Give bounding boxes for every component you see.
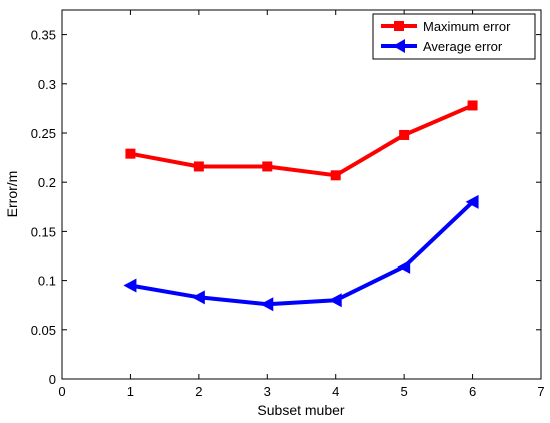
y-tick-label: 0.05 xyxy=(31,323,56,338)
x-tick-label: 1 xyxy=(127,384,134,399)
data-point-average-error xyxy=(260,297,274,312)
data-point-average-error xyxy=(397,259,411,274)
legend-marker-maximum-error xyxy=(394,21,404,31)
y-tick-label: 0.15 xyxy=(31,224,56,239)
data-point-maximum-error xyxy=(330,170,341,181)
data-point-maximum-error xyxy=(467,100,478,111)
y-tick-label: 0.35 xyxy=(31,28,56,43)
y-tick-label: 0 xyxy=(49,372,56,387)
series-line-maximum-error xyxy=(130,103,474,178)
x-tick-label: 0 xyxy=(58,384,65,399)
plot-area xyxy=(61,9,542,380)
axis-ticks: 0 1 2 3 4 5 6 7 0 0.05 0.1 0.15 0.2 0.25 0.3 0.35 xyxy=(31,10,545,399)
data-point-average-error xyxy=(191,290,205,305)
data-point-maximum-error xyxy=(262,161,273,172)
series-layer xyxy=(123,100,479,312)
legend: Maximum error Average error xyxy=(372,13,536,60)
data-point-maximum-error xyxy=(125,148,136,159)
series-maximum-error xyxy=(125,100,478,181)
y-tick-label: 0.1 xyxy=(38,274,56,289)
data-point-maximum-error xyxy=(193,161,204,172)
x-tick-label: 3 xyxy=(264,384,271,399)
y-tick-label: 0.3 xyxy=(38,77,56,92)
legend-label-average-error: Average error xyxy=(423,39,503,54)
legend-label-maximum-error: Maximum error xyxy=(423,19,511,34)
legend-marker-average-error xyxy=(393,39,405,53)
data-point-average-error xyxy=(123,278,137,293)
x-tick-label: 7 xyxy=(537,384,544,399)
x-tick-label: 6 xyxy=(469,384,476,399)
series-line-average-error xyxy=(130,200,474,307)
y-tick-label: 0.2 xyxy=(38,175,56,190)
x-axis-label: Subset muber xyxy=(257,402,344,418)
series-average-error xyxy=(123,194,479,312)
x-tick-label: 5 xyxy=(401,384,408,399)
y-axis-label: Error/m xyxy=(4,171,20,218)
data-point-average-error xyxy=(465,194,479,209)
x-tick-label: 2 xyxy=(195,384,202,399)
x-tick-label: 4 xyxy=(332,384,339,399)
data-point-maximum-error xyxy=(399,129,410,140)
data-point-average-error xyxy=(328,293,342,308)
y-tick-label: 0.25 xyxy=(31,126,56,141)
